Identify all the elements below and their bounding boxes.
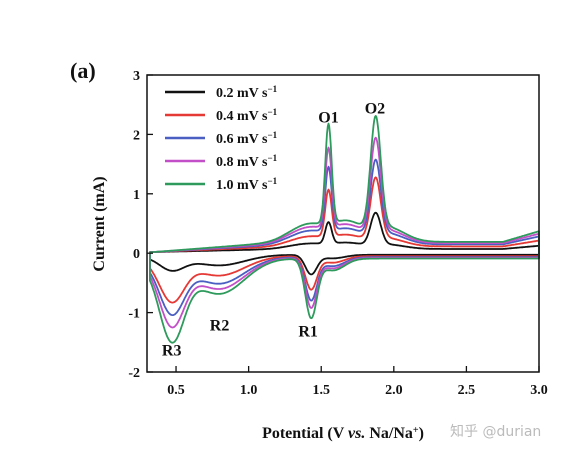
legend-label: 1.0 mV s−1 — [216, 176, 278, 193]
axis-ticks: 0.5 1.0 1.5 2.0 2.5 3.0 -2 -1 0 1 2 3 — [128, 69, 547, 398]
series-line — [149, 115, 540, 344]
x-tick-label: 2.0 — [385, 383, 403, 398]
legend-label: 0.4 mV s−1 — [216, 107, 278, 124]
y-tick-label: -2 — [128, 366, 140, 381]
x-tick-label: 1.5 — [312, 383, 330, 398]
x-axis-title: Potential (V vs. Na/Na+) — [262, 425, 424, 443]
watermark-text: 知乎 @durian — [450, 423, 541, 440]
y-axis-title: Current (mA) — [91, 176, 108, 271]
peak-annotations: O1 O2 R1 R2 R3 — [162, 101, 385, 360]
legend-label: 0.2 mV s−1 — [216, 84, 278, 101]
x-tick-label: 3.0 — [530, 383, 548, 398]
legend: 0.2 mV s−1 0.4 mV s−1 0.6 mV s−1 0.8 mV s−1… — [165, 84, 278, 193]
y-tick-label: 0 — [133, 247, 140, 262]
panel-label: (a) — [70, 58, 96, 83]
peak-label: R1 — [298, 323, 318, 340]
peak-label: R2 — [210, 317, 230, 334]
y-tick-label: 3 — [133, 69, 140, 84]
series-group — [149, 115, 540, 344]
y-tick-label: 1 — [133, 188, 140, 203]
x-tick-label: 2.5 — [458, 383, 476, 398]
plot-frame — [146, 74, 540, 373]
y-tick-label: -1 — [128, 307, 140, 322]
peak-label: O1 — [318, 110, 338, 127]
peak-label: O2 — [365, 101, 385, 118]
x-tick-label: 0.5 — [167, 383, 185, 398]
series-line — [149, 176, 540, 304]
legend-label: 0.8 mV s−1 — [216, 153, 278, 170]
x-tick-label: 1.0 — [240, 383, 258, 398]
legend-label: 0.6 mV s−1 — [216, 130, 278, 147]
series-line — [149, 136, 540, 329]
peak-label: R3 — [162, 342, 182, 359]
y-tick-label: 2 — [133, 128, 140, 143]
